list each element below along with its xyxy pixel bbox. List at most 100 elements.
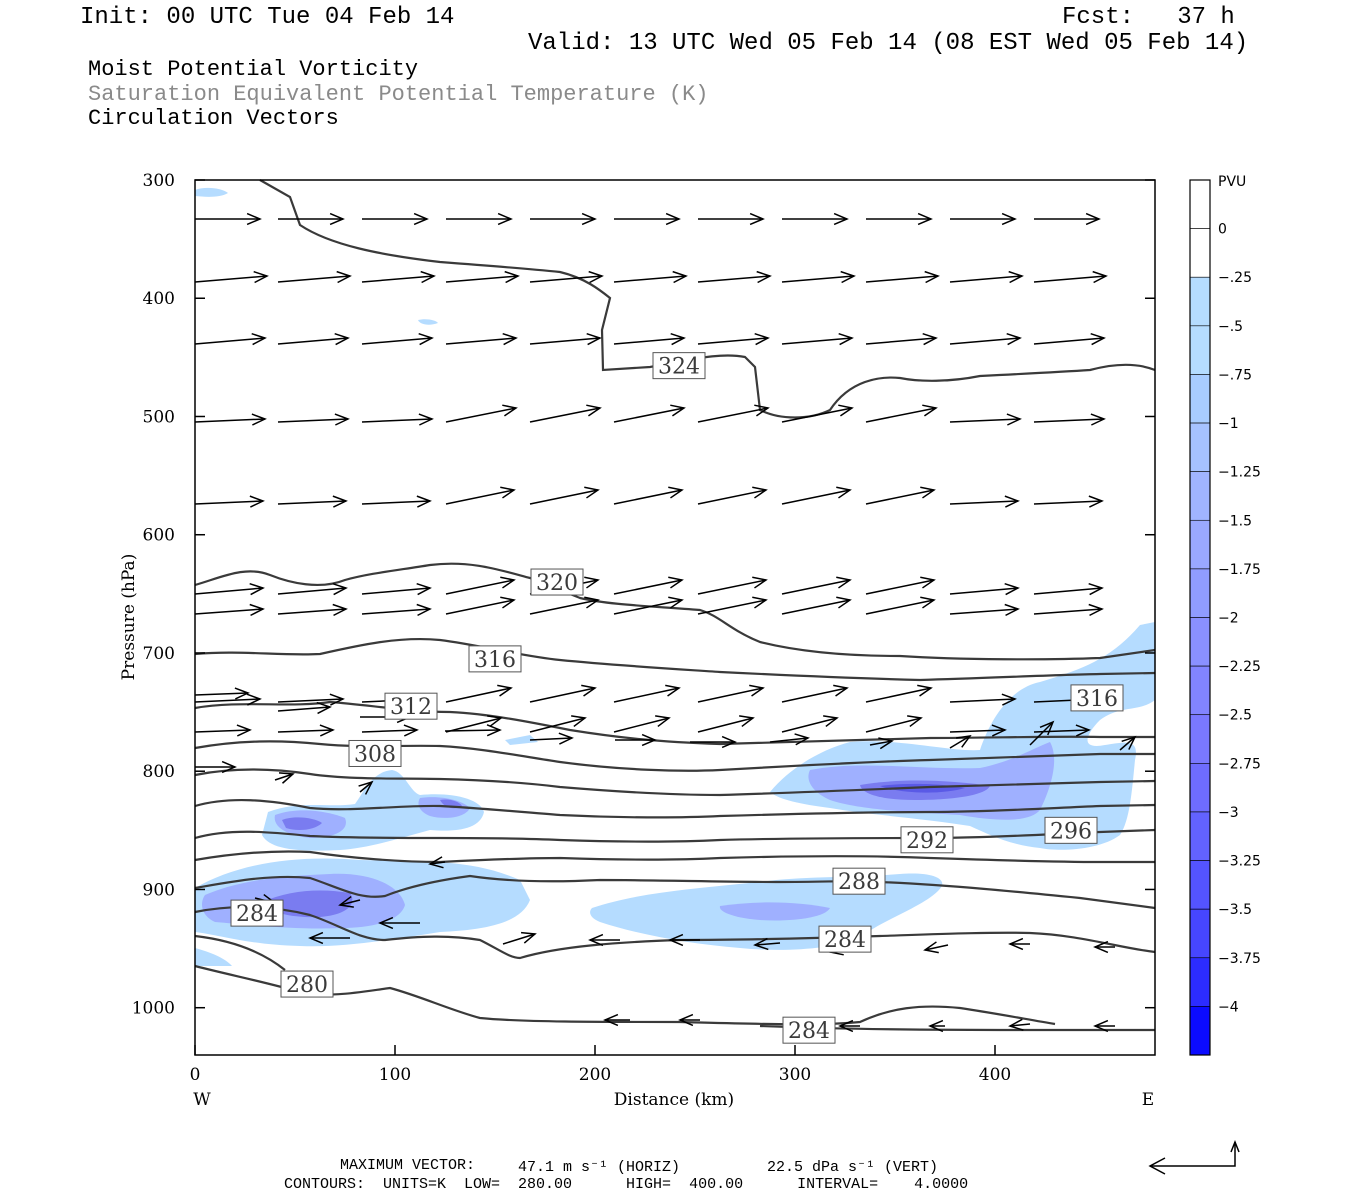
colorbar-label: −1.25 xyxy=(1218,465,1261,481)
circulation-vector xyxy=(445,337,517,345)
circulation-vector xyxy=(754,942,781,946)
vector-head xyxy=(251,332,267,346)
circulation-vector xyxy=(361,275,435,283)
circulation-vector xyxy=(445,407,517,423)
colorbar-label: −1 xyxy=(1218,416,1239,432)
vector-head xyxy=(558,732,574,745)
circulation-vector xyxy=(445,275,519,283)
circulation-vector xyxy=(924,944,949,951)
vector-head xyxy=(1088,582,1104,596)
colorbar-label: −3.25 xyxy=(1218,854,1261,870)
theta-contour-316 xyxy=(194,637,1156,682)
circulation-vector xyxy=(502,933,536,945)
x-end-label-east: E xyxy=(1142,1090,1154,1110)
x-axis-title: Distance (km) xyxy=(614,1090,734,1110)
circulation-vector xyxy=(529,275,603,283)
colorbar-title: PVU xyxy=(1218,174,1246,190)
contour-label: 292 xyxy=(906,829,948,854)
vector-head xyxy=(278,772,295,784)
circulation-vector xyxy=(781,489,851,505)
theta-contour-284b xyxy=(194,934,286,971)
vector-head xyxy=(794,733,810,746)
contour-label: 296 xyxy=(1050,819,1092,844)
circulation-vector xyxy=(1033,587,1103,595)
colorbar-swatch xyxy=(1189,471,1211,521)
vector-head xyxy=(956,735,972,748)
y-tick-label: 1000 xyxy=(132,999,175,1019)
contour-label-box xyxy=(1070,684,1124,712)
vector-head xyxy=(833,212,849,226)
circulation-vector xyxy=(277,587,347,595)
vector-head xyxy=(1006,413,1022,426)
vector-head xyxy=(752,576,768,589)
colorbar-label: −4 xyxy=(1218,999,1239,1015)
x-tick-label: 0 xyxy=(190,1065,201,1085)
circulation-vector xyxy=(1119,736,1136,751)
circulation-vector xyxy=(529,599,599,615)
circulation-vector xyxy=(613,275,687,283)
circulation-vector xyxy=(949,418,1021,423)
circulation-vector xyxy=(529,407,601,423)
contour-label-box xyxy=(530,568,584,596)
colorbar-swatch xyxy=(1189,957,1211,1007)
circulation-vector xyxy=(277,418,349,423)
colorbar-label: 0 xyxy=(1218,222,1227,238)
vector-head xyxy=(418,332,434,346)
circulation-vector xyxy=(781,687,848,703)
vector-head xyxy=(1004,603,1020,617)
vector-head xyxy=(721,735,737,749)
colorbar-label: −1.75 xyxy=(1218,562,1261,578)
vector-head xyxy=(1090,413,1106,426)
vector-head xyxy=(668,486,684,499)
circulation-vector xyxy=(949,500,1019,505)
circulation-vector xyxy=(697,687,764,703)
circulation-vector xyxy=(361,729,418,733)
contour-label-box xyxy=(468,645,522,673)
theta-contour-284a xyxy=(194,905,1156,960)
circulation-vector xyxy=(194,698,261,703)
contour-label-box xyxy=(230,899,284,927)
contour-label-box xyxy=(652,352,706,380)
vector-head xyxy=(486,724,502,737)
circulation-vector xyxy=(613,687,680,703)
vector-head xyxy=(497,212,513,226)
circulation-vector xyxy=(865,275,939,283)
vector-head xyxy=(836,486,852,499)
vector-head xyxy=(581,684,597,697)
contour-label-box xyxy=(280,970,334,998)
theta-contour-320 xyxy=(194,562,1156,661)
vector-head xyxy=(336,270,352,284)
y-tick-label: 500 xyxy=(143,407,175,427)
circulation-vector xyxy=(697,407,769,423)
x-tick-label: 300 xyxy=(779,1065,811,1085)
vector-head xyxy=(1006,332,1022,346)
vector-head xyxy=(920,576,936,589)
y-axis-title: Pressure (hPa) xyxy=(119,554,139,681)
colorbar-swatch xyxy=(1189,568,1211,618)
vector-head xyxy=(833,684,849,697)
vector-head xyxy=(1088,495,1104,508)
contour-label: 284 xyxy=(236,902,278,927)
vector-head xyxy=(316,701,332,715)
x-end-label-west: W xyxy=(193,1090,211,1110)
colorbar-label: −.75 xyxy=(1218,367,1252,383)
vector-head xyxy=(655,715,671,728)
vector-head xyxy=(838,1019,854,1033)
circulation-vector xyxy=(865,599,935,615)
vector-head xyxy=(1075,724,1091,737)
vector-head xyxy=(1121,735,1137,750)
vector-head xyxy=(752,596,768,609)
vector-head xyxy=(497,684,513,697)
contour-label: 284 xyxy=(788,1019,830,1044)
vector-head xyxy=(928,1019,944,1033)
vector-head xyxy=(1085,212,1101,226)
contour-label-box xyxy=(832,867,886,895)
field-title-mpv: Moist Potential Vorticity xyxy=(88,57,419,82)
theta-contour-308 xyxy=(194,740,1155,772)
colorbar-swatch xyxy=(1189,908,1211,959)
circulation-vector xyxy=(1033,337,1105,345)
circulation-vector xyxy=(781,407,853,423)
vector-head xyxy=(416,603,432,617)
circulation-vector xyxy=(949,587,1019,595)
contour-label: 316 xyxy=(474,648,516,673)
